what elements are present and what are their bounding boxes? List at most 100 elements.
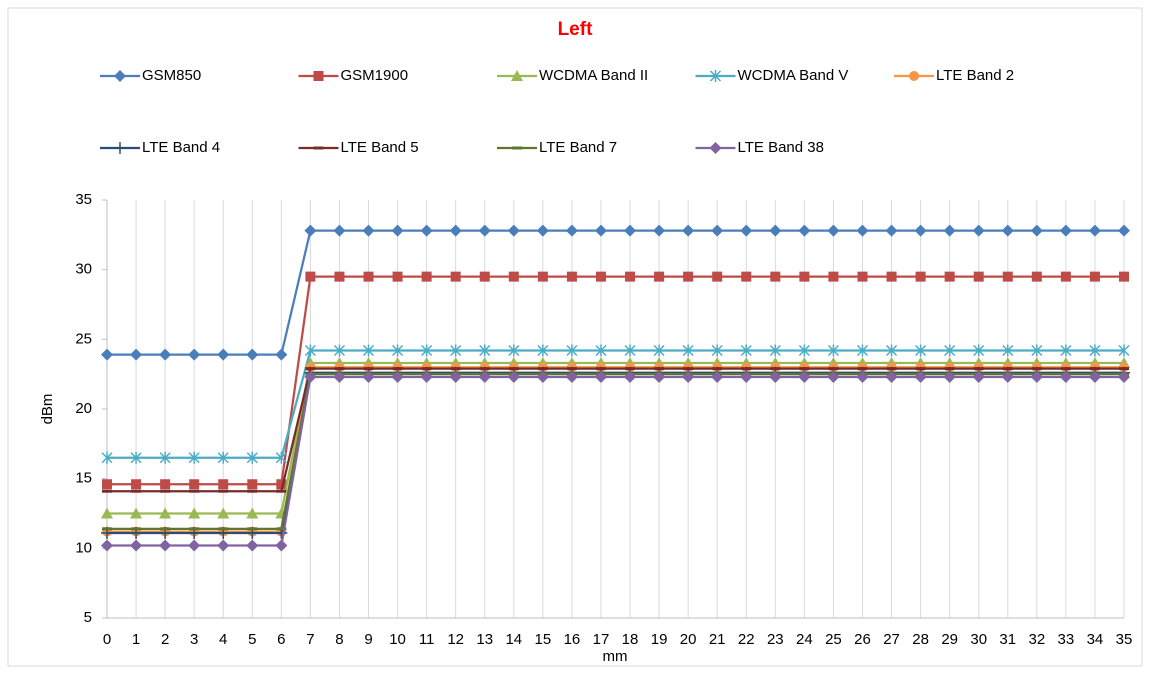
marker xyxy=(915,344,927,357)
marker xyxy=(363,271,374,282)
legend-label: LTE Band 7 xyxy=(539,139,617,156)
marker xyxy=(915,271,926,282)
marker xyxy=(420,370,433,383)
chart-frame xyxy=(7,7,1143,667)
x-tick-label: 26 xyxy=(854,631,871,648)
marker xyxy=(624,224,637,237)
marker xyxy=(1060,271,1071,282)
marker xyxy=(1031,344,1043,357)
marker xyxy=(769,344,781,357)
y-tick-label: 15 xyxy=(75,470,92,487)
marker xyxy=(828,271,839,282)
marker xyxy=(159,507,172,519)
marker xyxy=(333,344,345,357)
marker xyxy=(856,224,869,237)
marker xyxy=(159,539,172,552)
x-tick-label: 16 xyxy=(564,631,581,648)
marker xyxy=(799,271,810,282)
marker xyxy=(709,142,722,154)
series-line xyxy=(107,349,1124,459)
marker xyxy=(246,451,258,464)
marker xyxy=(740,224,753,237)
marker xyxy=(711,344,723,357)
marker xyxy=(1002,271,1013,282)
marker xyxy=(507,370,520,383)
marker xyxy=(1118,224,1130,237)
marker xyxy=(885,370,898,383)
marker xyxy=(420,224,433,237)
marker xyxy=(508,344,520,357)
marker xyxy=(886,271,897,282)
marker xyxy=(479,271,490,282)
x-tick-label: 17 xyxy=(593,631,610,648)
marker xyxy=(944,344,956,357)
marker xyxy=(857,271,868,282)
marker xyxy=(114,142,126,154)
marker xyxy=(511,70,523,81)
marker xyxy=(188,539,201,552)
marker xyxy=(909,71,919,81)
x-tick-label: 7 xyxy=(306,631,314,648)
marker xyxy=(827,224,840,237)
marker xyxy=(798,344,810,357)
x-tick-label: 19 xyxy=(651,631,668,648)
legend-label: GSM850 xyxy=(142,67,201,84)
marker xyxy=(653,224,666,237)
legend-label: WCDMA Band V xyxy=(738,67,849,84)
marker xyxy=(478,370,491,383)
marker xyxy=(856,344,869,357)
marker xyxy=(682,224,695,237)
x-tick-label: 10 xyxy=(389,631,406,648)
marker xyxy=(130,507,143,519)
marker xyxy=(189,479,200,490)
marker xyxy=(101,348,113,361)
x-tick-label: 21 xyxy=(709,631,726,648)
marker xyxy=(130,539,143,552)
marker xyxy=(1001,370,1014,383)
legend-label: WCDMA Band II xyxy=(539,67,648,84)
marker xyxy=(217,348,230,361)
y-tick-label: 20 xyxy=(75,400,92,417)
y-tick-label: 10 xyxy=(75,539,92,556)
marker xyxy=(566,271,577,282)
marker xyxy=(1001,224,1014,237)
marker xyxy=(682,344,694,357)
marker xyxy=(130,451,142,464)
series xyxy=(101,224,1130,361)
marker xyxy=(1118,370,1130,383)
marker xyxy=(508,271,519,282)
marker xyxy=(654,271,665,282)
y-tick-label: 30 xyxy=(75,261,92,278)
marker xyxy=(711,224,724,237)
x-tick-label: 30 xyxy=(970,631,987,648)
x-tick-label: 3 xyxy=(190,631,198,648)
x-tick-label: 20 xyxy=(680,631,697,648)
x-tick-label: 35 xyxy=(1116,631,1133,648)
x-tick-label: 8 xyxy=(335,631,343,648)
marker xyxy=(276,479,287,490)
marker xyxy=(362,224,375,237)
marker xyxy=(856,370,869,383)
x-tick-label: 28 xyxy=(912,631,929,648)
marker xyxy=(886,344,898,357)
x-tick-label: 27 xyxy=(883,631,900,648)
marker xyxy=(1030,370,1043,383)
marker xyxy=(1002,344,1014,357)
marker xyxy=(362,370,375,383)
marker xyxy=(1089,271,1100,282)
marker xyxy=(218,479,229,490)
marker xyxy=(972,224,985,237)
x-tick-label: 33 xyxy=(1058,631,1075,648)
x-tick-label: 5 xyxy=(248,631,256,648)
marker xyxy=(391,224,404,237)
marker xyxy=(1088,224,1101,237)
marker xyxy=(973,344,985,357)
marker xyxy=(566,344,578,357)
marker xyxy=(712,271,723,282)
marker xyxy=(101,451,113,464)
x-tick-label: 14 xyxy=(505,631,522,648)
marker xyxy=(827,344,839,357)
marker xyxy=(275,451,287,464)
marker xyxy=(188,348,201,361)
